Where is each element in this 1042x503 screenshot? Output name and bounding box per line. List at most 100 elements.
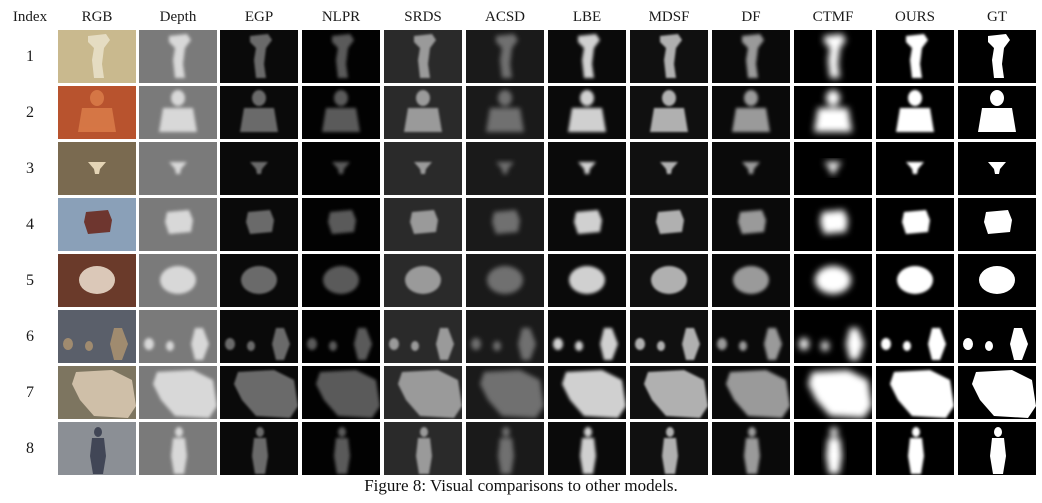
thumbnail-rgb xyxy=(58,366,136,419)
thumbnail-gt xyxy=(958,86,1036,139)
thumbnail-rgb xyxy=(58,254,136,307)
thumbnail-lbe xyxy=(548,310,626,363)
thumbnail-lbe xyxy=(548,422,626,475)
column-header-gt: GT xyxy=(987,9,1007,25)
thumbnail-df xyxy=(712,30,790,83)
thumbnail-depth xyxy=(139,142,217,195)
thumbnail-ours xyxy=(876,198,954,251)
thumbnail-egp xyxy=(220,422,298,475)
thumbnail-acsd xyxy=(466,198,544,251)
thumbnail-ours xyxy=(876,366,954,419)
thumbnail-rgb xyxy=(58,422,136,475)
thumbnail-ours xyxy=(876,422,954,475)
thumbnail-ours xyxy=(876,86,954,139)
column-header-nlpr: NLPR xyxy=(321,9,361,25)
thumbnail-egp xyxy=(220,86,298,139)
row-index-label: 4 xyxy=(26,215,34,233)
thumbnail-ctmf xyxy=(794,142,872,195)
thumbnail-nlpr xyxy=(302,86,380,139)
thumbnail-df xyxy=(712,198,790,251)
thumbnail-rgb xyxy=(58,30,136,83)
column-header-depth: Depth xyxy=(159,9,197,25)
thumbnail-df xyxy=(712,310,790,363)
thumbnail-lbe xyxy=(548,366,626,419)
column-header-mdsf: MDSF xyxy=(648,9,690,25)
row-index-label: 6 xyxy=(26,327,34,345)
thumbnail-depth xyxy=(139,198,217,251)
thumbnail-ours xyxy=(876,254,954,307)
thumbnail-nlpr xyxy=(302,422,380,475)
thumbnail-lbe xyxy=(548,86,626,139)
column-header-srds: SRDS xyxy=(404,9,442,25)
thumbnail-ctmf xyxy=(794,198,872,251)
thumbnail-lbe xyxy=(548,142,626,195)
thumbnail-egp xyxy=(220,198,298,251)
thumbnail-nlpr xyxy=(302,254,380,307)
thumbnail-gt xyxy=(958,30,1036,83)
thumbnail-srds xyxy=(384,86,462,139)
row-index-label: 5 xyxy=(26,271,34,289)
thumbnail-egp xyxy=(220,366,298,419)
thumbnail-ctmf xyxy=(794,422,872,475)
thumbnail-rgb xyxy=(58,198,136,251)
thumbnail-nlpr xyxy=(302,142,380,195)
thumbnail-srds xyxy=(384,142,462,195)
column-header-lbe: LBE xyxy=(572,9,602,25)
thumbnail-nlpr xyxy=(302,310,380,363)
thumbnail-srds xyxy=(384,366,462,419)
column-header-acsd: ACSD xyxy=(484,9,525,25)
thumbnail-ctmf xyxy=(794,86,872,139)
row-index-label: 1 xyxy=(26,47,34,65)
thumbnail-rgb xyxy=(58,86,136,139)
thumbnail-mdsf xyxy=(630,254,708,307)
thumbnail-srds xyxy=(384,30,462,83)
column-header-ctmf: CTMF xyxy=(812,9,854,25)
thumbnail-acsd xyxy=(466,422,544,475)
row-index-label: 2 xyxy=(26,103,34,121)
thumbnail-acsd xyxy=(466,310,544,363)
thumbnail-df xyxy=(712,366,790,419)
thumbnail-mdsf xyxy=(630,422,708,475)
thumbnail-ours xyxy=(876,30,954,83)
thumbnail-ctmf xyxy=(794,366,872,419)
thumbnail-srds xyxy=(384,310,462,363)
thumbnail-nlpr xyxy=(302,366,380,419)
thumbnail-nlpr xyxy=(302,30,380,83)
thumbnail-gt xyxy=(958,254,1036,307)
thumbnail-df xyxy=(712,142,790,195)
thumbnail-nlpr xyxy=(302,198,380,251)
thumbnail-mdsf xyxy=(630,142,708,195)
thumbnail-df xyxy=(712,86,790,139)
thumbnail-acsd xyxy=(466,254,544,307)
thumbnail-acsd xyxy=(466,142,544,195)
column-header-df: DF xyxy=(741,9,761,25)
thumbnail-egp xyxy=(220,142,298,195)
thumbnail-df xyxy=(712,422,790,475)
thumbnail-gt xyxy=(958,198,1036,251)
thumbnail-acsd xyxy=(466,366,544,419)
comparison-figure: Index RGB Depth EGP NLPR SRDS ACSD LBE MDSF DF CTM… xyxy=(12,9,1036,475)
row-index-label: 8 xyxy=(26,439,34,457)
thumbnail-depth xyxy=(139,422,217,475)
thumbnail-egp xyxy=(220,310,298,363)
thumbnail-ctmf xyxy=(794,310,872,363)
thumbnail-mdsf xyxy=(630,86,708,139)
thumbnail-depth xyxy=(139,310,217,363)
thumbnail-srds xyxy=(384,254,462,307)
thumbnail-mdsf xyxy=(630,366,708,419)
figure-caption: Figure 8: Visual comparisons to other mo… xyxy=(364,476,678,495)
thumbnail-gt xyxy=(958,366,1036,419)
thumbnail-depth xyxy=(139,30,217,83)
thumbnail-ctmf xyxy=(794,30,872,83)
thumbnail-rgb xyxy=(58,310,136,363)
thumbnail-depth xyxy=(139,254,217,307)
thumbnail-mdsf xyxy=(630,30,708,83)
thumbnail-gt xyxy=(958,142,1036,195)
column-header-index: Index xyxy=(12,9,48,25)
thumbnail-ours xyxy=(876,142,954,195)
thumbnail-acsd xyxy=(466,86,544,139)
thumbnail-egp xyxy=(220,30,298,83)
thumbnail-srds xyxy=(384,422,462,475)
thumbnail-mdsf xyxy=(630,198,708,251)
thumbnail-srds xyxy=(384,198,462,251)
